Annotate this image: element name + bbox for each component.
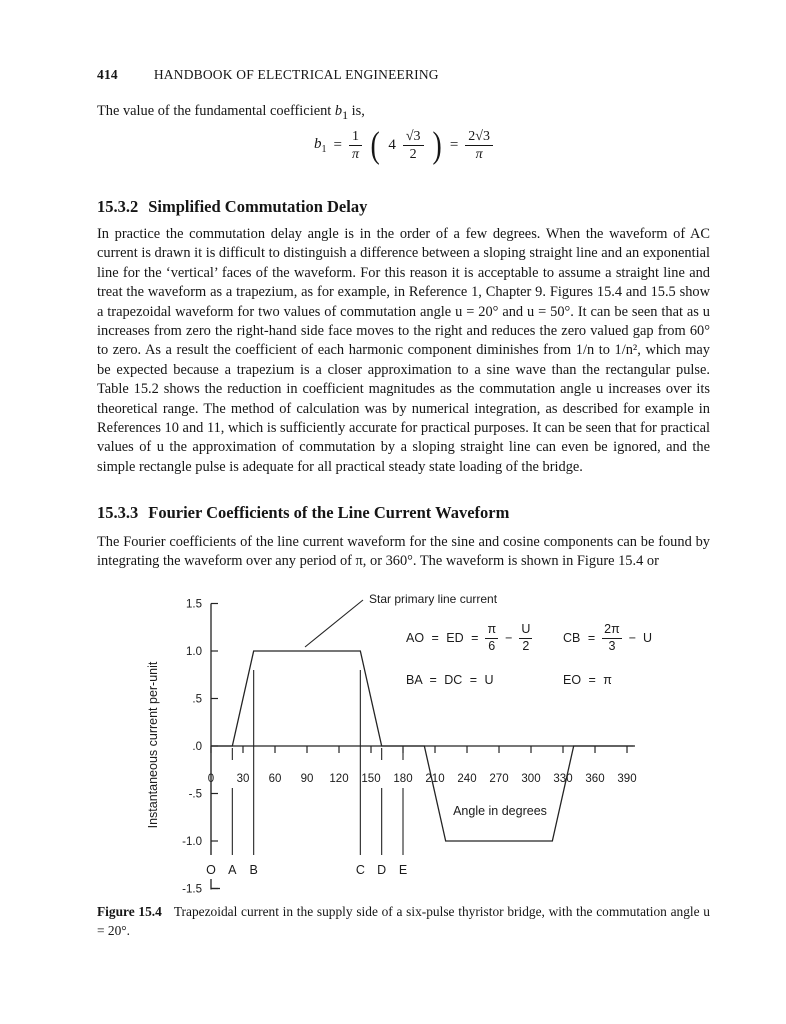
fraction-2sqrt3-over-pi: 2√3 π <box>465 129 493 162</box>
right-paren: ) <box>432 124 442 166</box>
section-heading-15-3-2: 15.3.2 Simplified Commutation Delay <box>97 197 368 216</box>
annotation-callout-line <box>304 599 364 648</box>
x-tick-label: 30 <box>237 773 250 785</box>
figure-equation-ba: BA = DC = U <box>406 673 494 687</box>
annotation-star-primary-line-current: Star primary line current <box>369 592 498 606</box>
coefficient-4: 4 <box>388 137 396 153</box>
x-tick-label: 240 <box>457 773 476 785</box>
marker-letter-E: E <box>399 863 407 877</box>
x-tick-label: 360 <box>585 773 604 785</box>
variable-b-subscript: 1 <box>342 107 349 122</box>
variable-b: b <box>334 103 343 119</box>
y-tick-label: .0 <box>192 741 202 753</box>
figure-caption-text: Trapezoidal current in the supply side o… <box>97 904 710 938</box>
y-tick-label: 1.5 <box>186 599 202 611</box>
marker-letter-A: A <box>228 863 237 877</box>
y-tick-label: -1.5 <box>182 884 202 896</box>
x-tick-label: 330 <box>553 773 572 785</box>
running-header: 414 HANDBOOK OF ELECTRICAL ENGINEERING <box>97 67 439 83</box>
intro-text: The value of the fundamental coefficient <box>97 103 335 119</box>
figure-equation-eo: EO = π <box>563 673 612 687</box>
marker-letter-D: D <box>377 863 386 877</box>
y-tick-label: .5 <box>192 694 202 706</box>
section-15-3-3-paragraph: The Fourier coefficients of the line cur… <box>97 534 710 570</box>
page-number: 414 <box>97 67 118 82</box>
x-axis-title: Angle in degrees <box>453 804 547 818</box>
x-tick-label: 300 <box>521 773 540 785</box>
figure-caption-label: Figure 15.4 <box>97 904 162 919</box>
x-tick-label: 390 <box>617 773 636 785</box>
figure-caption: Figure 15.4 Trapezoidal current in the su… <box>97 903 710 940</box>
y-tick-label: -.5 <box>189 789 202 801</box>
left-paren: ( <box>370 124 380 166</box>
equals-sign: = <box>333 137 342 153</box>
marker-letter-B: B <box>249 863 257 877</box>
section-15-3-2-paragraph: In practice the commutation delay angle … <box>97 226 710 475</box>
x-tick-label: 120 <box>329 773 348 785</box>
running-title: HANDBOOK OF ELECTRICAL ENGINEERING <box>153 67 439 82</box>
equation-lhs: b1 <box>314 136 327 155</box>
equals-sign: = <box>449 137 459 153</box>
y-axis-title: Instantaneous current per-unit <box>146 661 160 828</box>
waveform-line <box>211 650 634 842</box>
x-tick-label: 270 <box>489 773 508 785</box>
fraction-sqrt3-over-2: √3 2 <box>402 129 424 162</box>
y-tick-label: 1.0 <box>186 646 202 658</box>
x-tick-label: 60 <box>269 773 282 785</box>
intro-paragraph: The value of the fundamental coefficient… <box>97 102 710 125</box>
y-tick-label: -1.0 <box>182 836 202 848</box>
waveform-chart: 1.51.0.5.0-.5-1.0-1.50306090120150180210… <box>146 592 637 896</box>
intro-text-end: is, <box>348 103 365 119</box>
section-heading-15-3-3: 15.3.3 Fourier Coefficients of the Line C… <box>97 503 510 522</box>
figure-15-4: 1.51.0.5.0-.5-1.0-1.50306090120150180210… <box>130 585 675 903</box>
x-tick-label: 90 <box>301 773 314 785</box>
marker-letter-O: O <box>206 863 216 877</box>
figure-equation-cb: CB = 2π 3 − U <box>563 622 653 653</box>
marker-letter-C: C <box>356 863 365 877</box>
x-tick-label: 210 <box>425 773 444 785</box>
x-tick-label: 180 <box>393 773 412 785</box>
x-tick-label: 150 <box>361 773 380 785</box>
